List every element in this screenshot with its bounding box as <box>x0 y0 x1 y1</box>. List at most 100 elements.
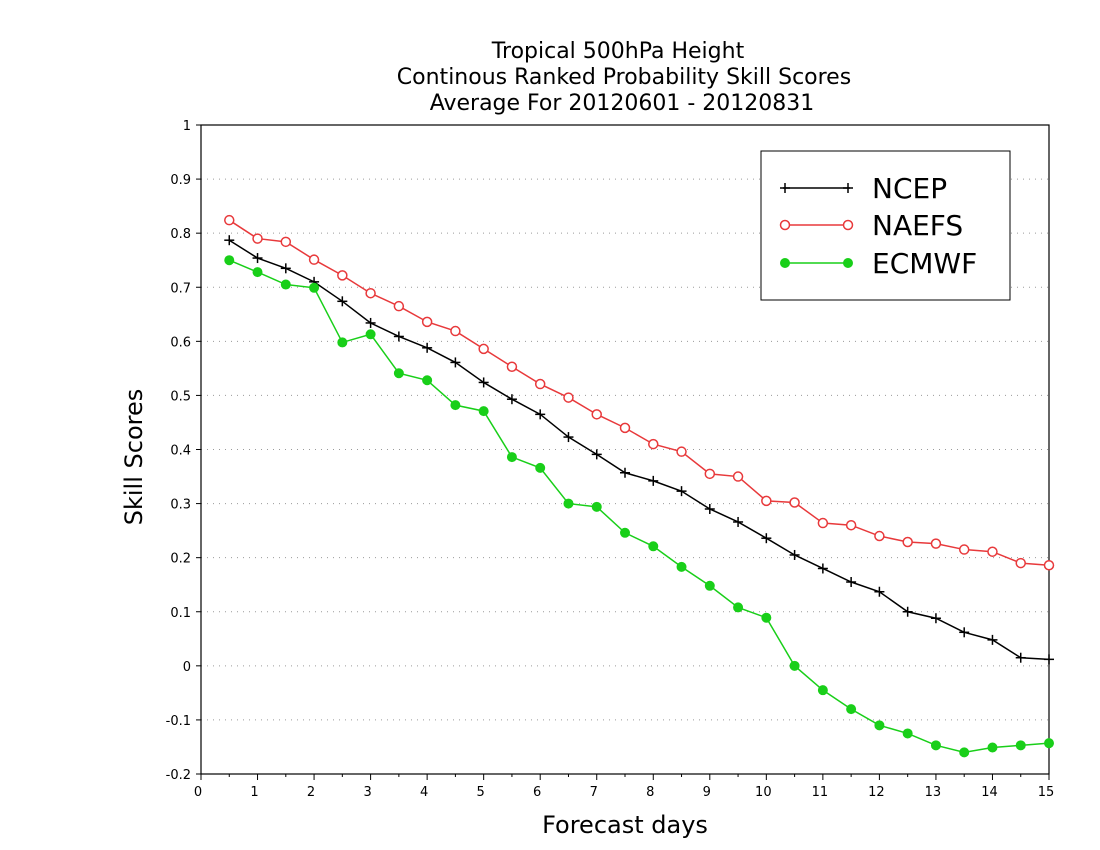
series-ecmwf <box>224 255 1054 758</box>
data-point-ecmwf <box>535 462 546 473</box>
data-point-ncep <box>987 634 998 645</box>
y-axis-title: Skill Scores <box>120 389 148 526</box>
y-tick-label: 1 <box>183 119 191 134</box>
data-point-naefs <box>421 316 433 328</box>
data-point-ncep <box>224 235 235 246</box>
x-tick-label: 12 <box>868 785 885 800</box>
data-point-ecmwf <box>591 501 602 512</box>
y-tick-label: 0.7 <box>170 281 191 296</box>
y-tick-label: 0.1 <box>170 606 191 621</box>
legend-entry-ecmwf: ECMWF <box>780 247 977 280</box>
data-point-ecmwf <box>1044 738 1054 749</box>
y-tick-label: 0.2 <box>170 552 191 567</box>
series-naefs <box>224 214 1055 571</box>
data-point-ncep <box>733 516 744 527</box>
y-tick-label: 0.6 <box>170 335 191 350</box>
data-point-ncep <box>930 613 941 624</box>
x-tick-label: 13 <box>925 785 942 800</box>
data-point-ncep <box>959 627 970 638</box>
data-point-ecmwf <box>761 612 772 623</box>
data-point-naefs <box>789 497 800 508</box>
x-tick-label: 3 <box>363 785 371 800</box>
data-point-ecmwf <box>393 368 404 379</box>
data-point-naefs <box>280 236 292 248</box>
data-point-ecmwf <box>422 375 433 386</box>
data-point-ncep <box>337 296 348 307</box>
data-point-naefs <box>224 214 235 226</box>
data-point-ecmwf <box>733 602 744 613</box>
data-point-ecmwf <box>874 720 885 731</box>
data-point-naefs <box>365 287 376 299</box>
y-tick-label: 0.5 <box>170 389 191 404</box>
data-point-ncep <box>506 394 517 405</box>
data-point-naefs <box>450 325 461 337</box>
title-line-1: Tropical 500hPa Height <box>491 39 745 64</box>
x-tick-label: 15 <box>1038 785 1055 800</box>
data-point-ncep <box>478 377 489 388</box>
data-point-ncep <box>676 486 687 497</box>
data-point-naefs <box>534 378 546 390</box>
data-point-ncep <box>450 357 461 368</box>
data-point-ecmwf <box>676 561 687 572</box>
x-tick-label: 0 <box>194 785 202 800</box>
data-point-ecmwf <box>930 740 941 751</box>
x-axis-title: Forecast days <box>542 811 708 839</box>
data-point-naefs <box>619 422 631 434</box>
data-point-naefs <box>563 392 574 403</box>
data-point-ecmwf <box>817 685 828 696</box>
legend-entry-naefs: NAEFS <box>779 209 963 242</box>
data-point-ecmwf <box>902 728 913 739</box>
data-point-naefs <box>252 233 263 244</box>
x-tick-label: 8 <box>646 785 654 800</box>
data-point-naefs <box>337 270 348 281</box>
data-point-naefs <box>761 495 772 507</box>
data-point-naefs <box>478 343 489 355</box>
data-point-ecmwf <box>224 255 235 266</box>
data-point-naefs <box>817 517 829 529</box>
legend-marker <box>843 183 853 193</box>
legend-marker <box>779 219 791 231</box>
data-point-ecmwf <box>337 337 348 348</box>
data-point-naefs <box>591 409 602 420</box>
legend-marker <box>780 258 790 268</box>
legend-marker <box>842 219 854 231</box>
data-point-naefs <box>676 446 687 457</box>
data-point-ecmwf <box>252 267 263 278</box>
data-point-ncep <box>591 449 602 460</box>
y-tick-label: 0.9 <box>170 173 191 188</box>
data-point-naefs <box>987 546 998 557</box>
data-point-ncep <box>422 342 433 353</box>
data-point-naefs <box>648 438 659 450</box>
y-tick-label: 0.4 <box>170 444 191 459</box>
data-point-ecmwf <box>365 329 376 340</box>
y-tick-label: -0.2 <box>166 768 191 783</box>
data-point-ecmwf <box>309 282 320 293</box>
legend-entry-ncep: NCEP <box>780 172 947 205</box>
data-point-ecmwf <box>280 279 291 290</box>
data-point-ncep <box>1044 654 1054 665</box>
data-point-ecmwf <box>987 742 998 753</box>
data-point-ecmwf <box>789 660 800 671</box>
data-point-naefs <box>1015 557 1026 569</box>
y-tick-label: -0.1 <box>166 714 191 729</box>
data-point-ncep <box>761 533 772 544</box>
data-point-naefs <box>958 544 970 555</box>
data-point-ecmwf <box>620 527 630 538</box>
data-point-naefs <box>732 471 744 482</box>
data-point-ncep <box>648 475 659 486</box>
data-point-ncep <box>789 549 800 560</box>
data-point-naefs <box>874 530 885 542</box>
data-point-naefs <box>845 519 857 531</box>
series-line-ncep <box>228 239 1050 661</box>
data-point-naefs <box>704 468 716 480</box>
legend: NCEP NAEFS ECMWF <box>760 150 1011 301</box>
x-tick-label: 14 <box>981 785 998 800</box>
y-tick-label: 0.8 <box>170 227 191 242</box>
y-axis: -0.2 -0.1 0 0.1 0.2 0.3 0.4 0.5 0.6 0.7 0.8 0.9 1 <box>166 119 201 783</box>
x-tick-label: 7 <box>590 785 598 800</box>
y-tick-label: 0 <box>183 660 191 675</box>
data-point-ecmwf <box>450 400 461 411</box>
data-point-ncep <box>252 253 263 264</box>
data-point-ncep <box>846 577 857 588</box>
